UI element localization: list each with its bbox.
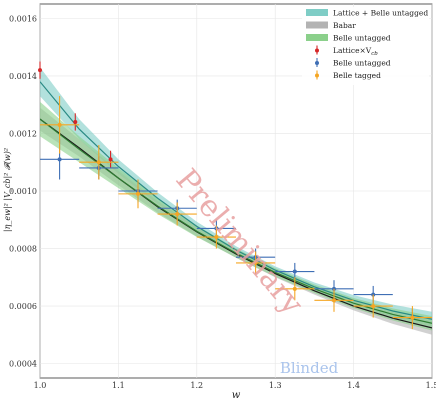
legend: Lattice + Belle untagged Babar Belle untag… (302, 7, 429, 85)
x-tick-label: 1.1 (112, 381, 125, 390)
data-point (157, 202, 197, 226)
x-tick-label: 1.0 (34, 381, 47, 390)
data-point (392, 306, 432, 330)
point-marker (175, 212, 180, 217)
y-ticks: 0.0004 0.0006 0.0008 0.0010 0.0012 0.0014 0.00… (9, 14, 37, 368)
x-tick-label: 1.5 (426, 381, 436, 390)
legend-marker (315, 48, 319, 53)
data-point (353, 294, 393, 318)
point-marker (332, 298, 336, 303)
point-marker (253, 260, 258, 265)
data-point (118, 179, 158, 209)
data-point (196, 225, 236, 249)
y-axis-label: |η_ew|² |V_cb|² 𝓕(w)² (3, 148, 12, 232)
data-point (38, 61, 42, 79)
data-point (314, 288, 354, 312)
y-tick-label: 0.0014 (9, 72, 37, 81)
point-marker (73, 119, 78, 124)
y-tick-label: 0.0016 (9, 14, 37, 23)
data-point (108, 150, 113, 168)
point-marker (38, 68, 42, 73)
y-tick-label: 0.0008 (9, 245, 37, 254)
y-tick-label: 0.0010 (9, 187, 37, 196)
x-tick-label: 1.2 (190, 381, 203, 390)
x-axis-label: w (232, 390, 241, 401)
y-tick-label: 0.0006 (9, 302, 37, 311)
point-marker (214, 235, 219, 240)
blinded-watermark: Blinded (280, 359, 339, 377)
legend-entry: Lattice + Belle untagged (306, 9, 428, 18)
point-marker (96, 160, 101, 165)
legend-label: Babar (333, 21, 356, 30)
y-tick-label: 0.0012 (9, 129, 37, 138)
legend-label: Belle untagged (333, 59, 391, 68)
legend-swatch (306, 21, 328, 29)
data-point (40, 96, 80, 154)
legend-swatch (306, 9, 328, 16)
point-marker (57, 157, 62, 162)
legend-swatch (306, 34, 328, 41)
x-tick-label: 1.3 (269, 381, 282, 390)
fit-central-line (40, 81, 432, 320)
data-point (236, 251, 276, 275)
point-marker (410, 315, 415, 320)
legend-marker (315, 73, 319, 78)
point-marker (292, 286, 297, 291)
legend-label: Belle untagged (333, 34, 391, 43)
legend-marker (315, 61, 319, 65)
legend-label: Belle tagged (333, 71, 381, 80)
legend-box (302, 7, 429, 85)
legend-entry: Belle untagged (306, 34, 391, 43)
x-ticks: 1.0 1.1 1.2 1.3 1.4 1.5 (34, 381, 436, 390)
legend-label: Lattice×Vcb (333, 46, 378, 57)
point-marker (108, 157, 113, 162)
point-marker (136, 191, 140, 196)
legend-label: Lattice + Belle untagged (333, 9, 428, 18)
legend-entry: Belle tagged (315, 70, 381, 80)
y-tick-label: 0.0004 (9, 360, 37, 369)
point-marker (57, 122, 62, 127)
point-marker (371, 304, 376, 309)
data-point (275, 277, 315, 301)
legend-entry: Babar (306, 21, 356, 30)
x-tick-label: 1.4 (347, 381, 360, 390)
data-points (38, 61, 432, 330)
data-point (79, 144, 119, 180)
legend-entry: Lattice×Vcb (315, 45, 378, 57)
point-marker (292, 269, 297, 274)
data-point (73, 113, 78, 131)
legend-entry: Belle untagged (315, 58, 391, 68)
